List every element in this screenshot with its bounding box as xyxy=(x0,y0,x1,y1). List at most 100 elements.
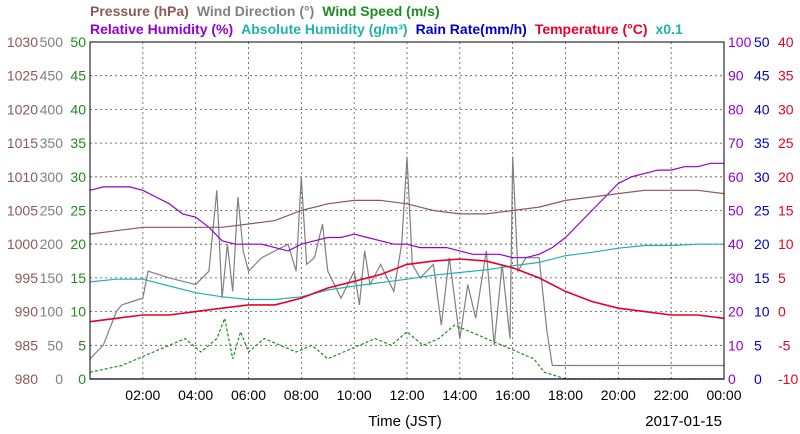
y-tick-temperature: 40 xyxy=(778,34,794,50)
y-tick-rain-rate: 15 xyxy=(754,270,770,286)
y-tick-pressure: 1005 xyxy=(7,203,38,219)
x-tick-label: 18:00 xyxy=(548,387,583,403)
y-tick-wind-speed: 30 xyxy=(70,169,86,185)
series-wind-speed xyxy=(89,316,724,380)
x-tick-label: 20:00 xyxy=(601,387,636,403)
y-tick-temperature: 20 xyxy=(778,169,794,185)
y-tick-temperature: -10 xyxy=(778,371,798,387)
y-tick-temperature: 30 xyxy=(778,101,794,117)
y-tick-pressure: 990 xyxy=(15,304,39,320)
y-tick-relative-humidity: 80 xyxy=(728,101,744,117)
y-tick-relative-humidity: 20 xyxy=(728,304,744,320)
title-label: Rain Rate(mm/h) xyxy=(416,21,527,37)
y-tick-rain-rate: 35 xyxy=(754,135,770,151)
y-tick-temperature: 0 xyxy=(778,304,786,320)
y-tick-relative-humidity: 60 xyxy=(728,169,744,185)
y-tick-wind-direction: 0 xyxy=(55,371,63,387)
date-label: 2017-01-15 xyxy=(645,413,722,430)
y-tick-pressure: 1030 xyxy=(7,34,38,50)
x-tick-label: 14:00 xyxy=(442,387,477,403)
y-tick-relative-humidity: 90 xyxy=(728,68,744,84)
series-pressure xyxy=(89,189,725,235)
series-temperature xyxy=(89,258,725,323)
series-wind-direction xyxy=(89,156,724,367)
grid-lines xyxy=(90,42,724,379)
title-label: Wind Speed (m/s) xyxy=(322,3,439,19)
x-tick-label: 22:00 xyxy=(654,387,689,403)
y-tick-pressure: 1010 xyxy=(7,169,38,185)
x-tick-label: 08:00 xyxy=(284,387,319,403)
y-tick-pressure: 980 xyxy=(15,371,39,387)
y-tick-rain-rate: 10 xyxy=(754,304,770,320)
y-tick-wind-direction: 300 xyxy=(40,169,64,185)
title-label: Wind Direction (°) xyxy=(197,3,314,19)
y-tick-pressure: 1025 xyxy=(7,68,38,84)
y-tick-relative-humidity: 10 xyxy=(728,337,744,353)
y-tick-wind-direction: 450 xyxy=(40,68,64,84)
y-tick-rain-rate: 0 xyxy=(754,371,762,387)
title-label: Pressure (hPa) xyxy=(90,3,189,19)
title-label: Absolute Humidity (g/m³) xyxy=(241,21,407,37)
y-tick-wind-direction: 100 xyxy=(40,304,64,320)
title-label: Relative Humidity (%) xyxy=(90,21,233,37)
y-tick-wind-speed: 0 xyxy=(78,371,86,387)
y-tick-relative-humidity: 70 xyxy=(728,135,744,151)
y-tick-rain-rate: 50 xyxy=(754,34,770,50)
y-tick-temperature: -5 xyxy=(778,337,791,353)
y-tick-pressure: 985 xyxy=(15,337,39,353)
x-tick-label: 00:00 xyxy=(706,387,741,403)
y-tick-wind-direction: 250 xyxy=(40,203,64,219)
series-relative-humidity xyxy=(89,162,724,259)
y-tick-wind-speed: 5 xyxy=(78,337,86,353)
y-tick-temperature: 5 xyxy=(778,270,786,286)
title-label: Temperature (°C) xyxy=(535,21,648,37)
y-tick-temperature: 25 xyxy=(778,135,794,151)
y-tick-rain-rate: 25 xyxy=(754,203,770,219)
x-tick-label: 06:00 xyxy=(231,387,266,403)
y-tick-wind-speed: 15 xyxy=(70,270,86,286)
series-absolute-humidity xyxy=(89,243,724,301)
y-tick-pressure: 1000 xyxy=(7,236,38,252)
x-tick-label: 04:00 xyxy=(178,387,213,403)
y-tick-wind-speed: 10 xyxy=(70,304,86,320)
y-tick-rain-rate: 45 xyxy=(754,68,770,84)
y-tick-wind-speed: 35 xyxy=(70,135,86,151)
series-lines xyxy=(89,156,725,380)
axis-tick-labels: 1030102510201015101010051000995990985980… xyxy=(7,34,799,387)
y-tick-pressure: 1020 xyxy=(7,101,38,117)
y-tick-temperature: 15 xyxy=(778,203,794,219)
x-tick-label: 16:00 xyxy=(495,387,530,403)
y-tick-rain-rate: 40 xyxy=(754,101,770,117)
y-tick-wind-direction: 400 xyxy=(40,101,64,117)
y-tick-wind-speed: 25 xyxy=(70,203,86,219)
title-label: x0.1 xyxy=(656,21,683,37)
x-tick-label: 02:00 xyxy=(125,387,160,403)
y-tick-pressure: 995 xyxy=(15,270,39,286)
y-tick-relative-humidity: 30 xyxy=(728,270,744,286)
y-tick-temperature: 10 xyxy=(778,236,794,252)
y-tick-relative-humidity: 0 xyxy=(728,371,736,387)
y-tick-temperature: 35 xyxy=(778,68,794,84)
y-tick-rain-rate: 5 xyxy=(754,337,762,353)
y-tick-wind-direction: 500 xyxy=(40,34,64,50)
y-tick-wind-speed: 45 xyxy=(70,68,86,84)
x-tick-label: 12:00 xyxy=(389,387,424,403)
y-tick-wind-speed: 20 xyxy=(70,236,86,252)
y-tick-relative-humidity: 100 xyxy=(728,34,752,50)
y-tick-rain-rate: 30 xyxy=(754,169,770,185)
y-tick-relative-humidity: 50 xyxy=(728,203,744,219)
chart-titles: Pressure (hPa) Wind Direction (°) Wind Spe… xyxy=(90,3,683,37)
plot-frame xyxy=(89,41,725,380)
y-tick-wind-direction: 200 xyxy=(40,236,64,252)
x-axis-label: Time (JST) xyxy=(368,413,442,430)
y-tick-wind-speed: 50 xyxy=(70,34,86,50)
y-tick-pressure: 1015 xyxy=(7,135,38,151)
y-tick-wind-speed: 40 xyxy=(70,101,86,117)
y-tick-wind-direction: 150 xyxy=(40,270,64,286)
x-tick-label: 10:00 xyxy=(337,387,372,403)
y-tick-wind-direction: 50 xyxy=(47,337,63,353)
y-tick-wind-direction: 350 xyxy=(40,135,64,151)
x-axis-tick-labels: 02:00 04:00 06:00 08:00 10:00 12:00 14:00 16:00… xyxy=(125,387,741,403)
y-tick-relative-humidity: 40 xyxy=(728,236,744,252)
